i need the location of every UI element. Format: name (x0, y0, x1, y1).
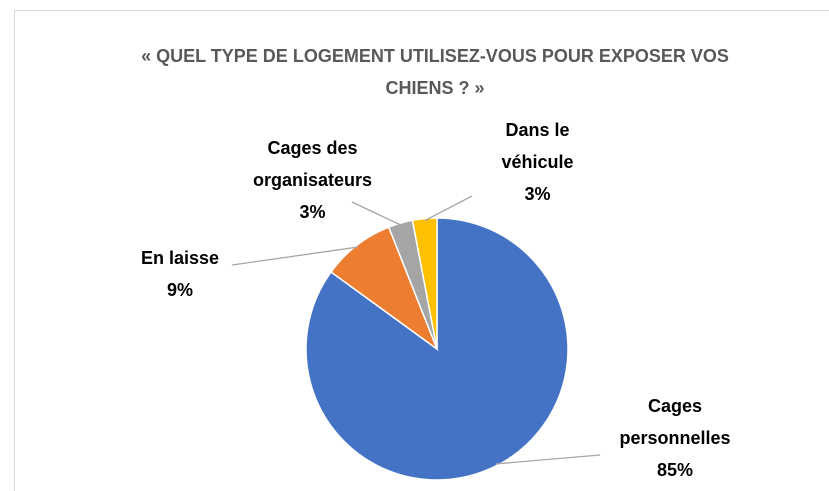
leader-line (424, 195, 473, 222)
percent-label: 9% (166, 280, 193, 300)
category-label: En laisse (140, 248, 220, 268)
leader-line (495, 454, 601, 465)
pie-slice (411, 217, 438, 350)
category-label: Cages des organisateurs (252, 138, 373, 190)
percent-label: 3% (524, 184, 551, 204)
chart-title: « QUEL TYPE DE LOGEMENT UTILISEZ-VOUS PO… (141, 46, 729, 98)
leader-line (231, 246, 359, 266)
category-label: Dans le véhicule (501, 120, 574, 172)
leader-line (351, 201, 402, 226)
data-label: Cages personnelles 85% (590, 390, 760, 486)
percent-label: 3% (299, 202, 326, 222)
category-label: Cages personnelles (619, 396, 731, 448)
percent-label: 85% (656, 460, 694, 480)
data-label: Dans le véhicule 3% (470, 114, 605, 210)
data-label: Cages des organisateurs 3% (225, 132, 400, 228)
data-label: En laisse 9% (105, 242, 255, 306)
